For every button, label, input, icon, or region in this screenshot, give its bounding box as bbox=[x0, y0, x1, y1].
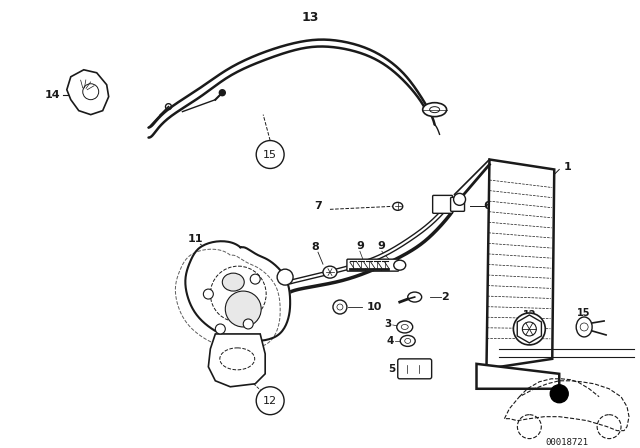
Text: 11: 11 bbox=[188, 234, 203, 244]
Polygon shape bbox=[67, 70, 109, 115]
FancyBboxPatch shape bbox=[397, 359, 431, 379]
Circle shape bbox=[333, 300, 347, 314]
Text: 12: 12 bbox=[263, 396, 277, 406]
Text: 10: 10 bbox=[367, 302, 383, 312]
Circle shape bbox=[243, 319, 253, 329]
Text: 3: 3 bbox=[384, 319, 392, 329]
Ellipse shape bbox=[397, 321, 413, 333]
Ellipse shape bbox=[408, 292, 422, 302]
Text: 13: 13 bbox=[301, 12, 319, 25]
Circle shape bbox=[454, 194, 465, 205]
Text: 00018721: 00018721 bbox=[546, 438, 589, 447]
Ellipse shape bbox=[323, 266, 337, 278]
Ellipse shape bbox=[400, 336, 415, 346]
Text: 6: 6 bbox=[484, 201, 492, 211]
Ellipse shape bbox=[576, 317, 592, 337]
Circle shape bbox=[256, 141, 284, 168]
Text: 9: 9 bbox=[356, 241, 364, 251]
Text: 4: 4 bbox=[386, 336, 394, 346]
FancyBboxPatch shape bbox=[433, 195, 452, 213]
Polygon shape bbox=[186, 241, 290, 341]
Polygon shape bbox=[477, 364, 559, 389]
Circle shape bbox=[250, 274, 260, 284]
Text: 1: 1 bbox=[563, 163, 571, 172]
Circle shape bbox=[256, 387, 284, 415]
Circle shape bbox=[220, 90, 225, 96]
Circle shape bbox=[204, 289, 213, 299]
Circle shape bbox=[225, 291, 261, 327]
Text: 9: 9 bbox=[378, 241, 386, 251]
Text: 15: 15 bbox=[577, 308, 591, 318]
Text: 8: 8 bbox=[311, 242, 319, 252]
Text: 14: 14 bbox=[45, 90, 61, 100]
FancyBboxPatch shape bbox=[451, 198, 465, 211]
Ellipse shape bbox=[422, 103, 447, 116]
Ellipse shape bbox=[394, 260, 406, 270]
Text: 7: 7 bbox=[314, 201, 322, 211]
Text: 12: 12 bbox=[523, 310, 536, 320]
Circle shape bbox=[215, 324, 225, 334]
Circle shape bbox=[550, 385, 568, 403]
FancyBboxPatch shape bbox=[347, 259, 399, 271]
Ellipse shape bbox=[393, 202, 403, 210]
Circle shape bbox=[513, 313, 545, 345]
Polygon shape bbox=[209, 334, 265, 387]
Polygon shape bbox=[486, 159, 554, 369]
Ellipse shape bbox=[222, 273, 244, 291]
Text: 2: 2 bbox=[441, 292, 449, 302]
Circle shape bbox=[277, 269, 293, 285]
Text: 15: 15 bbox=[263, 150, 277, 159]
Text: 5: 5 bbox=[388, 364, 396, 374]
